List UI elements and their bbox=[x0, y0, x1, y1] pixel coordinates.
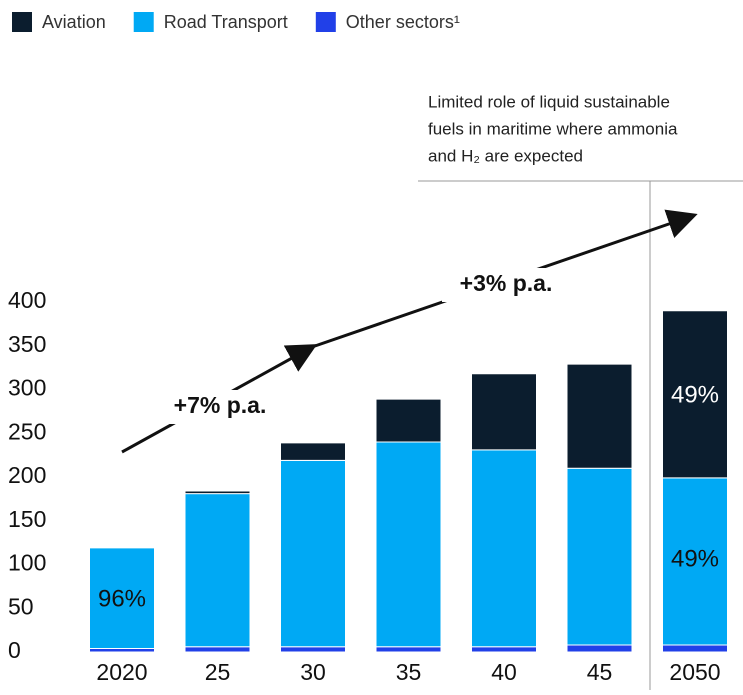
bar-segment bbox=[375, 646, 442, 653]
annotation: 96% bbox=[98, 585, 146, 612]
note-line: fuels in maritime where ammonia bbox=[428, 119, 678, 138]
note-line: and H₂ are expected bbox=[428, 146, 583, 165]
label-bg bbox=[442, 268, 568, 302]
bar-segment bbox=[471, 646, 537, 653]
y-tick-label: 400 bbox=[8, 287, 46, 313]
legend-label: Other sectors¹ bbox=[346, 12, 460, 32]
bar-segment bbox=[89, 648, 155, 653]
x-tick-label: 2050 bbox=[669, 659, 720, 685]
y-tick-label: 150 bbox=[8, 506, 46, 532]
bar-segment bbox=[471, 449, 537, 648]
y-tick-label: 250 bbox=[8, 418, 46, 444]
legend-swatch bbox=[315, 12, 336, 32]
legend-label: Aviation bbox=[42, 12, 106, 32]
bar-segment bbox=[280, 646, 346, 653]
annotation: 49% bbox=[671, 545, 719, 572]
annotation: +7% p.a. bbox=[174, 392, 267, 418]
y-tick-label: 50 bbox=[8, 593, 34, 619]
legend-swatch bbox=[133, 12, 154, 32]
bar-segment bbox=[375, 398, 442, 443]
bar-segment bbox=[566, 467, 633, 646]
bar-segment bbox=[662, 310, 728, 479]
note-line: Limited role of liquid sustainable bbox=[428, 92, 670, 111]
bar-segment bbox=[662, 644, 728, 653]
x-tick-label: 25 bbox=[205, 659, 231, 685]
x-tick-label: 45 bbox=[587, 659, 613, 685]
y-tick-label: 100 bbox=[8, 550, 46, 576]
x-tick-label: 2020 bbox=[96, 659, 147, 685]
bar-segment bbox=[375, 441, 442, 648]
annotation: +3% p.a. bbox=[460, 270, 553, 296]
bar-segment bbox=[566, 363, 633, 469]
y-tick-label: 0 bbox=[8, 637, 21, 663]
annotation: 49% bbox=[671, 381, 719, 408]
y-tick-label: 200 bbox=[8, 462, 46, 488]
y-tick-label: 350 bbox=[8, 331, 46, 357]
y-tick-label: 300 bbox=[8, 375, 46, 401]
legend-label: Road Transport bbox=[164, 12, 288, 32]
x-tick-label: 35 bbox=[396, 659, 422, 685]
bar-segment bbox=[89, 547, 155, 649]
label-bg bbox=[158, 390, 280, 424]
bar-segment bbox=[184, 490, 251, 495]
bar-segment bbox=[184, 646, 251, 653]
bar-segment bbox=[566, 644, 633, 653]
bar-segment bbox=[280, 459, 346, 648]
bar-segment bbox=[280, 442, 346, 461]
legend-swatch bbox=[12, 12, 32, 32]
bar-segment bbox=[184, 493, 251, 648]
x-tick-label: 40 bbox=[491, 659, 517, 685]
x-tick-label: 30 bbox=[300, 659, 326, 685]
bar-segment bbox=[471, 373, 537, 451]
